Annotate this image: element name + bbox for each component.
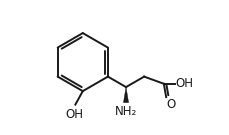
Polygon shape (123, 87, 129, 103)
Text: O: O (167, 98, 176, 111)
Text: OH: OH (65, 108, 83, 121)
Text: OH: OH (176, 77, 194, 90)
Text: NH₂: NH₂ (115, 105, 137, 118)
